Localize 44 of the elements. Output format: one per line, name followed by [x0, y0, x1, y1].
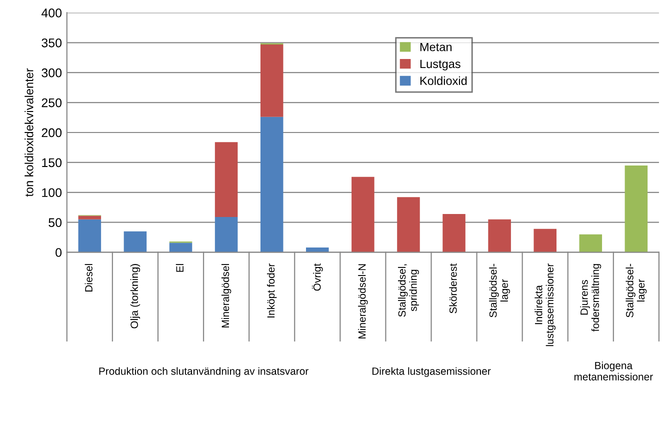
bar: [534, 228, 556, 252]
text: Direkta lustgasemissioner: [372, 367, 491, 377]
bar: [214, 142, 238, 217]
text: Produktion och slutanvändning av insatsvaror: [99, 367, 308, 377]
y-tick-label: 50: [48, 218, 62, 227]
bar: [124, 231, 147, 252]
legend-label: Metan: [420, 42, 452, 52]
x-tick-label: Mineralgödsel-N: [358, 264, 368, 338]
x-tick-label: Olja (torkning): [130, 264, 140, 328]
y-tick-label: 100: [42, 188, 62, 198]
bar: [260, 44, 284, 117]
x-tick-label: Diesel: [84, 264, 92, 292]
bar: [78, 216, 102, 220]
bar: [352, 176, 374, 252]
x-tick-label: Skörderest: [449, 263, 457, 314]
bar: [260, 116, 284, 252]
y-tick-label: 0: [56, 248, 62, 257]
legend-label: Lustgas: [420, 60, 460, 70]
x-tick-label: Övrigt: [312, 263, 323, 291]
bar: [579, 234, 602, 252]
bar: [488, 219, 511, 252]
y-tick-label: 400: [41, 8, 62, 18]
y-axis-title: ton koldioxidekvivalenter: [24, 68, 34, 197]
bar: [214, 216, 238, 252]
bar: [397, 197, 420, 252]
bar: [624, 165, 648, 252]
x-tick-label: Stallgödsel- lager: [626, 264, 647, 318]
x-tick-label: Indirekta lustgasemissioner: [534, 264, 556, 346]
y-tick-label: 300: [42, 68, 62, 78]
bar: [78, 219, 102, 252]
legend-label: Koldioxid: [420, 76, 467, 85]
y-tick-label: 250: [42, 98, 62, 108]
bar: [442, 214, 466, 252]
x-tick-label: Inköpt foder: [266, 264, 277, 318]
x-tick-label: Stallgödsel, spridning: [398, 264, 419, 317]
x-tick-label: El: [176, 264, 184, 272]
y-tick-label: 150: [42, 158, 62, 168]
x-tick-label: Djurens fodersmältning: [580, 264, 602, 332]
y-tick-label: 200: [42, 128, 62, 138]
x-tick-label: Mineralgödsel: [221, 264, 232, 328]
text: Biogena metanemissioner: [574, 362, 653, 380]
bar: [169, 242, 192, 252]
y-tick-label: 350: [42, 38, 62, 48]
x-tick-label: Stallgödsel- lager: [489, 264, 510, 318]
